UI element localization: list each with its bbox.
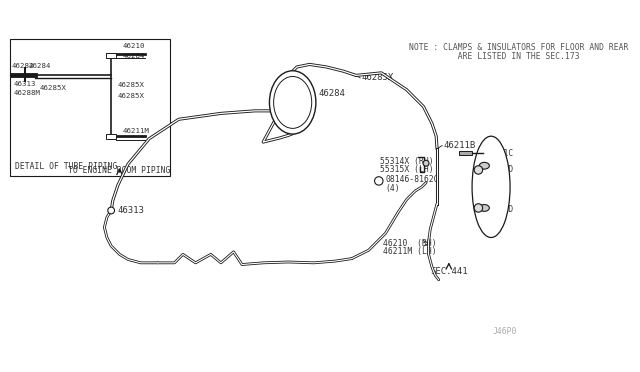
Text: 55315X (LH): 55315X (LH) — [380, 166, 433, 174]
Text: 46284: 46284 — [28, 64, 51, 70]
Bar — [10, 39, 170, 176]
Text: DETAIL OF TUBE PIPING: DETAIL OF TUBE PIPING — [15, 162, 117, 171]
Text: 46211D: 46211D — [484, 166, 513, 174]
Text: 46210  (RH): 46210 (RH) — [383, 239, 436, 248]
Text: 46282: 46282 — [12, 64, 34, 70]
Bar — [459, 151, 472, 155]
Bar — [106, 134, 116, 139]
Text: 55314X (RH): 55314X (RH) — [380, 157, 433, 166]
Ellipse shape — [269, 71, 316, 134]
Ellipse shape — [274, 77, 312, 128]
Text: 46288M: 46288M — [13, 90, 40, 96]
Ellipse shape — [479, 162, 490, 169]
Text: 46285X: 46285X — [40, 85, 67, 91]
Text: 46211M: 46211M — [123, 128, 150, 134]
Text: (4): (4) — [385, 184, 400, 193]
Text: TO ENGINE ROOM PIPING: TO ENGINE ROOM PIPING — [68, 166, 171, 175]
Circle shape — [108, 207, 115, 214]
Text: SEC.441: SEC.441 — [430, 267, 468, 276]
Text: 46313: 46313 — [118, 206, 145, 215]
Text: 46313: 46313 — [13, 81, 36, 87]
Text: J46P0: J46P0 — [492, 327, 516, 336]
Ellipse shape — [472, 136, 510, 237]
Text: 46285X: 46285X — [362, 73, 394, 83]
Text: 46211B: 46211B — [444, 141, 476, 150]
Text: 46284: 46284 — [123, 53, 145, 60]
Text: ARE LISTED IN THE SEC.173: ARE LISTED IN THE SEC.173 — [409, 52, 580, 61]
Ellipse shape — [479, 205, 490, 211]
Text: 46285X: 46285X — [118, 82, 145, 88]
Text: 46210: 46210 — [123, 43, 145, 49]
Bar — [106, 52, 116, 58]
Text: 08146-8162G: 08146-8162G — [385, 175, 439, 184]
Text: 46285X: 46285X — [118, 93, 145, 99]
Text: NOTE : CLAMPS & INSULATORS FOR FLOOR AND REAR: NOTE : CLAMPS & INSULATORS FOR FLOOR AND… — [409, 43, 628, 52]
Text: 46211C: 46211C — [484, 148, 513, 158]
Circle shape — [474, 166, 483, 174]
Text: 46211M (LH): 46211M (LH) — [383, 247, 436, 256]
Text: 46284: 46284 — [319, 90, 346, 99]
Text: 46211D: 46211D — [484, 205, 513, 214]
Circle shape — [474, 204, 483, 212]
Circle shape — [374, 177, 383, 185]
Text: B: B — [377, 179, 381, 183]
Circle shape — [423, 160, 429, 166]
